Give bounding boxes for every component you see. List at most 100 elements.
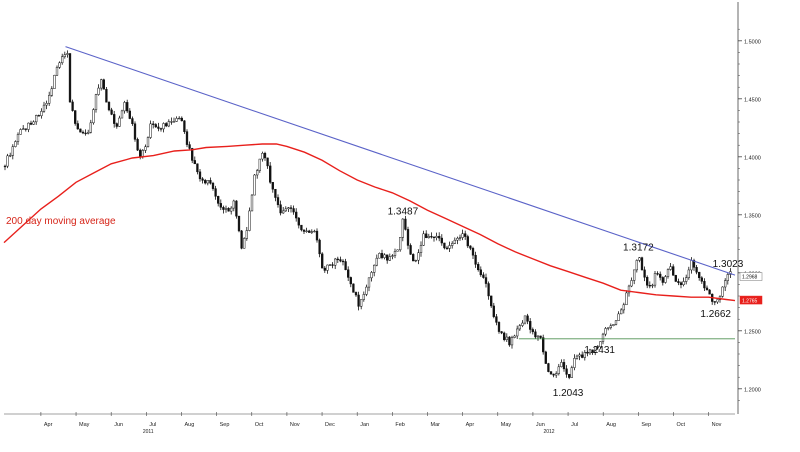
candle-body [568, 374, 571, 378]
candle-body [92, 109, 95, 124]
candle-body [282, 210, 285, 214]
candle-body [185, 131, 189, 145]
candle-body [383, 254, 386, 258]
candle-body [170, 121, 173, 123]
candle-body [612, 324, 615, 326]
trendline [65, 46, 736, 276]
candle-body [107, 101, 111, 111]
candle-body [614, 320, 618, 325]
candle-body [204, 180, 207, 184]
candle-body [526, 315, 529, 322]
candle-body [266, 157, 269, 167]
candle-body [45, 103, 48, 106]
y-tick-label: 1.5000 [744, 39, 761, 45]
candle-body [646, 276, 649, 286]
candle-body [209, 180, 212, 184]
candle-body [370, 272, 373, 279]
ma-value-badge [739, 295, 763, 305]
ma-value-label: 1.2765 [742, 298, 758, 304]
candle-body [224, 207, 228, 210]
x-tick-label: Jun [114, 422, 123, 428]
candle-body [531, 329, 534, 333]
candle-body [518, 325, 521, 330]
candle-body [630, 280, 633, 287]
candle-body [115, 123, 118, 127]
candle-body [453, 239, 456, 244]
candle-body [716, 299, 719, 303]
candle-body [643, 269, 646, 278]
x-tick-label: Mar [430, 422, 440, 428]
candle-body [172, 121, 176, 123]
candle-body [297, 217, 300, 226]
price-annotation: 1.3023 [713, 259, 744, 270]
candle-body [401, 218, 404, 238]
moving-average-series [3, 143, 736, 302]
candle-body [274, 188, 277, 198]
candle-body [713, 301, 716, 303]
candle-body [284, 208, 287, 212]
candle-body [63, 54, 66, 57]
candle-body [664, 276, 667, 283]
candle-body [206, 180, 209, 184]
candle-body [188, 144, 191, 149]
candle-body [474, 254, 477, 265]
moving-average-label: 200 day moving average [6, 216, 116, 227]
candle-body [321, 253, 324, 269]
x-tick-label: Sep [641, 422, 651, 428]
candle-body [58, 62, 61, 68]
x-tick-label: Apr [44, 422, 53, 428]
candle-body [513, 335, 516, 338]
y-tick-label: 1.4000 [744, 155, 761, 161]
candle-body [37, 115, 40, 117]
candle-body [128, 110, 131, 119]
candlestick-series [3, 50, 732, 380]
candle-body [136, 139, 139, 151]
candle-body [484, 277, 488, 284]
candle-body [175, 118, 178, 122]
candle-body [698, 271, 701, 279]
x-year-label: 2012 [543, 429, 554, 435]
candle-body [677, 281, 680, 283]
candle-body [607, 327, 610, 329]
candle-body [477, 264, 480, 271]
candle-body [510, 337, 514, 346]
price-value-badge [739, 272, 763, 281]
x-tick-label: Nov [290, 422, 300, 428]
candle-body [89, 122, 92, 133]
candle-body [529, 321, 532, 330]
candle-body [430, 236, 433, 238]
candle-body [373, 264, 376, 273]
candle-body [24, 128, 27, 130]
candle-body [263, 153, 267, 159]
candle-body [287, 207, 290, 210]
candle-body [555, 373, 558, 376]
candle-body [243, 238, 246, 249]
candle-body [570, 367, 573, 378]
candle-body [380, 253, 384, 258]
candle-body [521, 322, 524, 326]
candle-body [588, 349, 592, 354]
candle-body [19, 129, 22, 135]
candle-body [396, 249, 399, 252]
candle-body [685, 277, 688, 282]
candle-body [427, 236, 430, 239]
candle-body [409, 245, 412, 255]
candle-body [672, 266, 675, 276]
candle-body [331, 264, 334, 266]
candle-body [591, 349, 594, 353]
candle-body [575, 355, 579, 359]
candle-body [627, 285, 631, 294]
candle-body [391, 255, 394, 257]
candle-body [300, 224, 303, 231]
candle-body [557, 366, 560, 374]
candle-body [349, 277, 352, 285]
candle-body [318, 239, 321, 255]
candle-body [469, 245, 472, 249]
candle-body [110, 109, 113, 115]
candle-body [505, 336, 508, 340]
candle-body [193, 160, 196, 165]
candle-body [339, 259, 342, 262]
candle-body [445, 247, 449, 249]
candle-body [81, 131, 85, 134]
